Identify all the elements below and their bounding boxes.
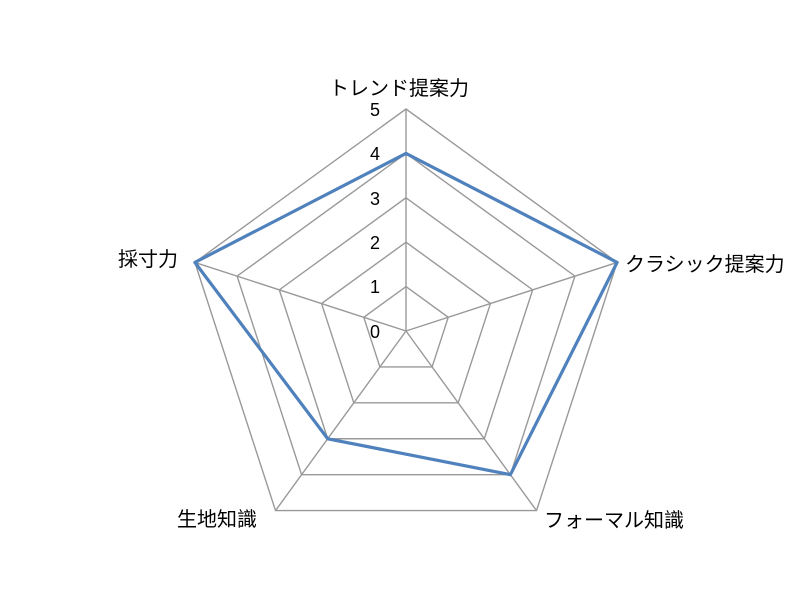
svg-text:2: 2 <box>370 233 380 253</box>
svg-text:採寸力: 採寸力 <box>118 248 178 271</box>
svg-text:クラシック提案力: クラシック提案力 <box>625 253 785 276</box>
svg-text:0: 0 <box>370 322 380 342</box>
svg-text:生地知識: 生地知識 <box>177 508 257 531</box>
svg-text:フォーマル知識: フォーマル知識 <box>544 509 684 532</box>
svg-text:5: 5 <box>370 100 380 120</box>
svg-text:4: 4 <box>370 144 380 164</box>
svg-text:1: 1 <box>370 277 380 297</box>
svg-text:3: 3 <box>370 189 380 209</box>
svg-text:トレンド提案力: トレンド提案力 <box>329 77 469 100</box>
